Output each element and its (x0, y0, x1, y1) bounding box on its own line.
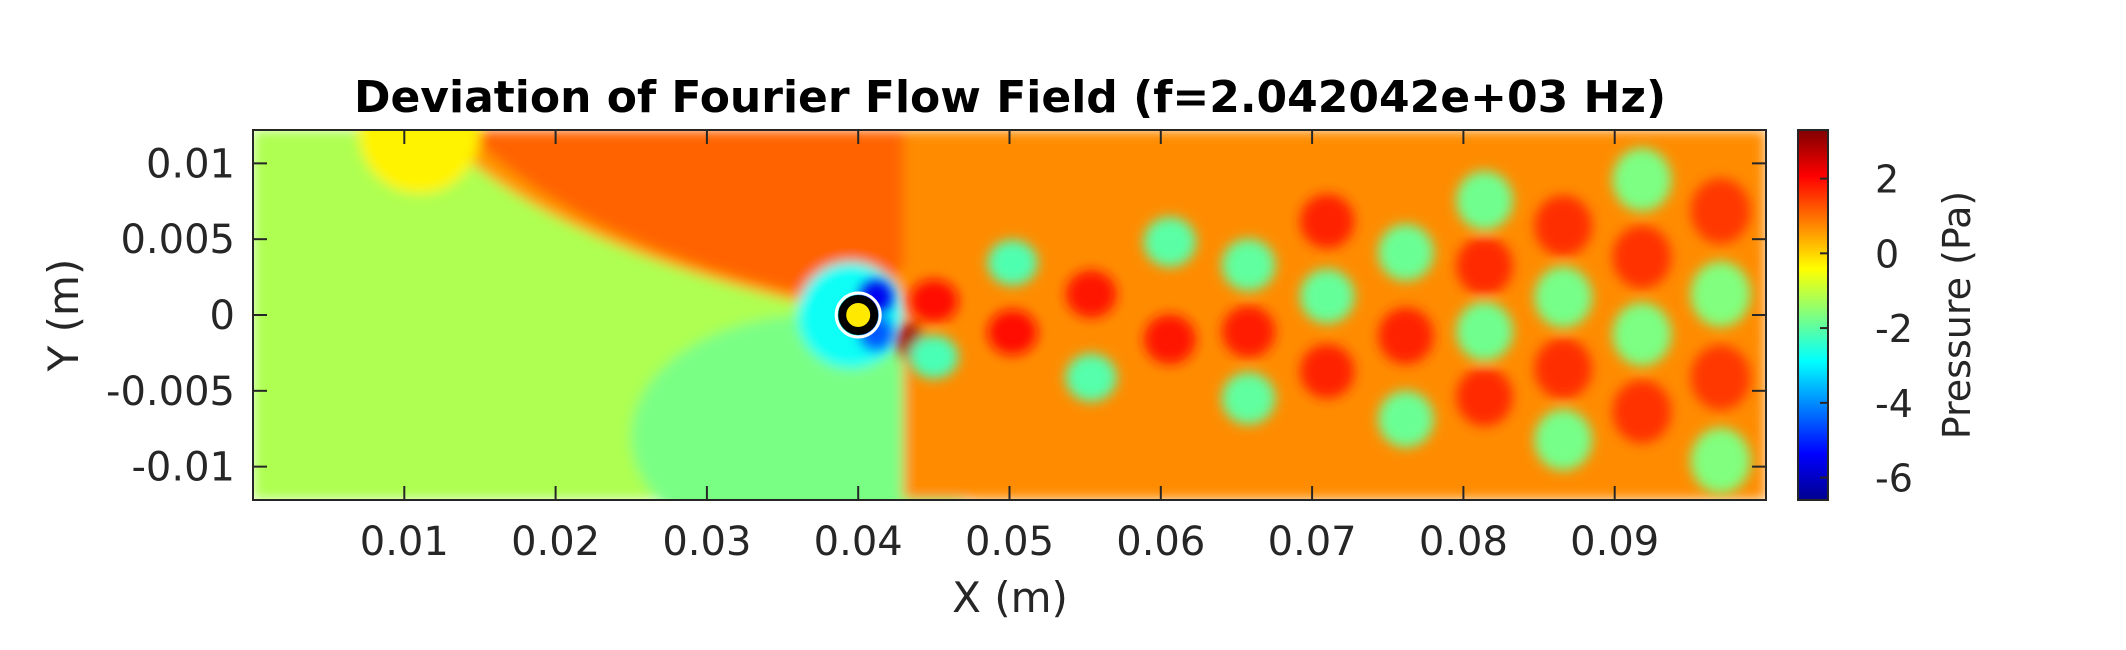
wake-cell (1378, 307, 1434, 365)
cylinder-halo (834, 291, 882, 339)
upstream-band (358, 130, 480, 194)
lower-lobe (631, 315, 995, 500)
x-tick-label: 0.09 (1570, 519, 1659, 565)
x-tick-label: 0.01 (360, 519, 449, 565)
wake-cell (1612, 148, 1672, 212)
colorbar-tick-label: -6 (1875, 457, 1913, 501)
wake-cell (1221, 372, 1276, 425)
wake-cell (987, 309, 1038, 356)
x-tick-label: 0.06 (1116, 519, 1205, 565)
colorbar-tick-label: 0 (1875, 232, 1899, 276)
colorbar-tick-label: -4 (1875, 382, 1913, 426)
x-tick-label: 0.07 (1268, 519, 1357, 565)
colorbar (1797, 129, 1829, 501)
wake-cell (1690, 427, 1751, 494)
x-tick-label: 0.04 (814, 519, 903, 565)
wake-cell (1221, 305, 1276, 358)
wake-cell (909, 279, 959, 323)
wake-cell (1612, 225, 1672, 289)
wake-cell (1300, 194, 1355, 249)
wake-cell (1300, 269, 1355, 324)
wake-cell (909, 335, 959, 379)
wake-cell (1456, 301, 1513, 361)
y-tick-label: 0.005 (120, 217, 235, 263)
wake-cell (1456, 171, 1513, 230)
vortex-street (859, 148, 1751, 494)
wake-cell (1221, 238, 1276, 292)
x-tick-label: 0.08 (1419, 519, 1508, 565)
y-tick-label: 0.01 (146, 141, 235, 187)
wake-cell (1690, 344, 1751, 411)
wake-cell (1612, 302, 1672, 366)
wake-cell (1534, 338, 1593, 400)
wake-cell (1378, 224, 1434, 281)
wake-cell (1534, 195, 1593, 257)
y-axis-ticks: 0.01 0.005 0 -0.005 -0.01 (106, 141, 1766, 491)
colorbar-label: Pressure (Pa) (1935, 191, 1979, 439)
chart-title: Deviation of Fourier Flow Field (f=2.042… (354, 72, 1666, 123)
y-tick-label: -0.005 (106, 369, 235, 415)
colorbar-tick-label: 2 (1875, 158, 1899, 202)
x-axis-label: X (m) (952, 573, 1068, 622)
wake-cell (1065, 270, 1117, 318)
wake-cell (1378, 390, 1434, 448)
cylinder-outline (838, 295, 879, 335)
wake-cell (1534, 409, 1593, 471)
y-tick-label: -0.01 (132, 445, 236, 491)
cylinder-marker (834, 291, 882, 339)
x-tick-label: 0.03 (662, 519, 751, 565)
wake-cell (1690, 178, 1751, 244)
wake-cell (1534, 266, 1593, 328)
x-tick-label: 0.05 (965, 519, 1054, 565)
y-tick-label: 0 (210, 293, 235, 339)
x-tick-label: 0.02 (511, 519, 600, 565)
x-axis-ticks: 0.01 0.02 0.03 0.04 0.05 0.06 0.07 0.08 0.09 (360, 130, 1659, 565)
wake-cell (1143, 314, 1196, 365)
wake-cell (1456, 236, 1513, 296)
wake-cell (987, 239, 1038, 286)
wake-cell (1456, 367, 1513, 427)
wake-cell (1300, 344, 1355, 399)
wake-cell (1612, 380, 1672, 444)
colorbar-ticks: 2 0 -2 -4 -6 (1820, 158, 1913, 501)
y-axis-label: Y (m) (39, 259, 88, 373)
wake-cell (1143, 216, 1196, 267)
colorbar-tick-label: -2 (1875, 307, 1913, 351)
plot-area (253, 130, 1766, 500)
wake-cell (1065, 353, 1117, 402)
wake-cell (1690, 261, 1751, 327)
